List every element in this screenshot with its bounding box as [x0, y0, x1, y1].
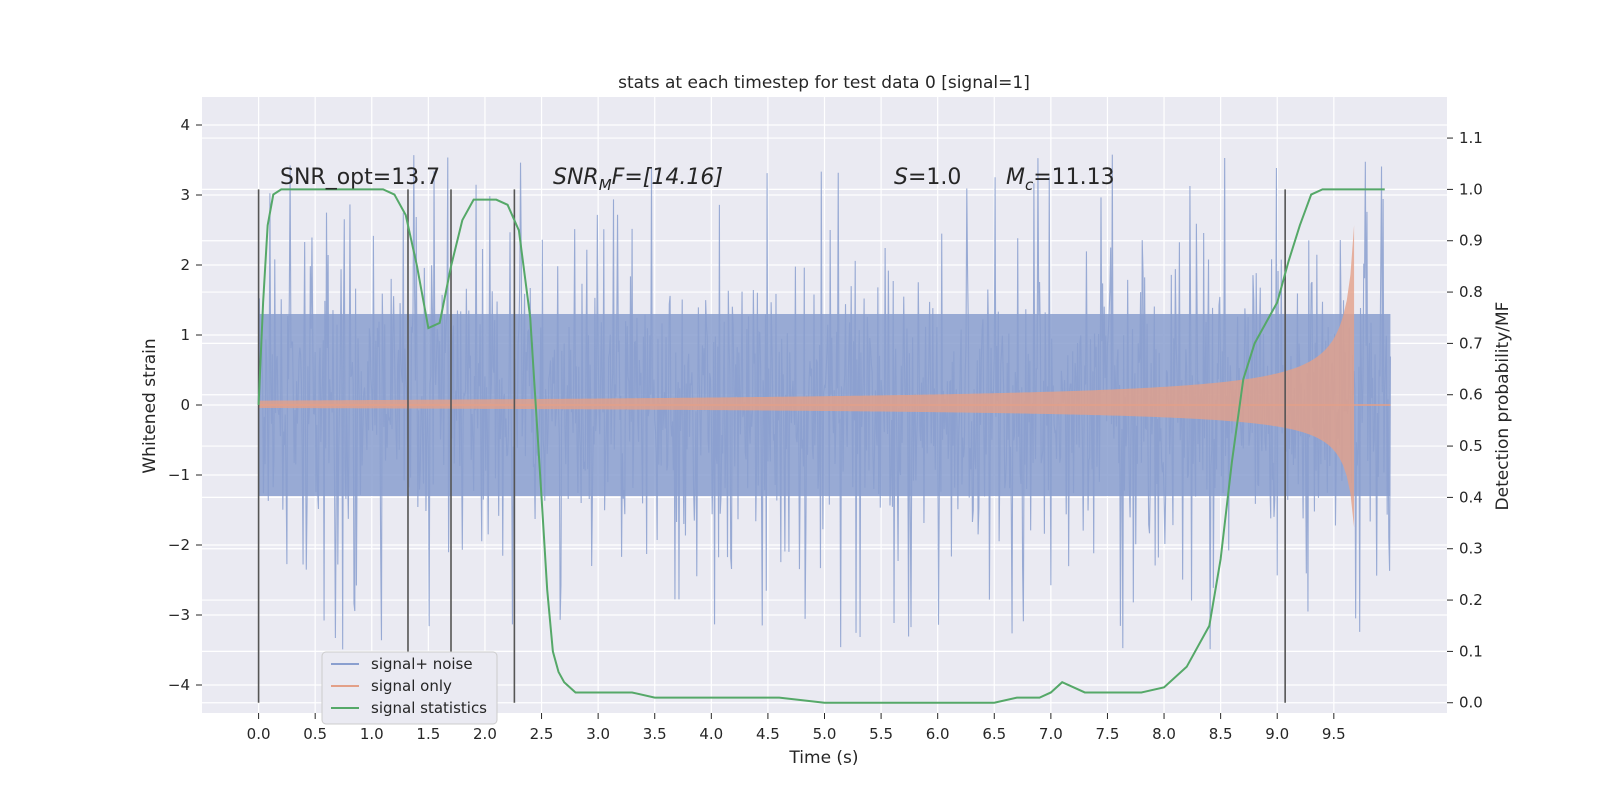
- annotation-s-rest: =1.0: [908, 165, 961, 190]
- annotations: SNR_opt=13.7 SNRMF=[14.16] S=1.0 Mc=11.1…: [280, 165, 1115, 194]
- legend: signal+ noise signal only signal statist…: [321, 651, 498, 725]
- annotation-mc-sub: c: [1025, 176, 1034, 194]
- y2-axis-label: Detection probability/MF: [1493, 302, 1513, 511]
- annotation-mc-rest: =11.13: [1033, 165, 1114, 190]
- y-tick-label: 1: [180, 326, 190, 344]
- x-tick-label: 7.5: [1096, 725, 1120, 743]
- annotation-mc: Mc=11.13: [1006, 165, 1115, 194]
- x-tick-label: 5.5: [869, 725, 893, 743]
- x-tick-label: 8.0: [1152, 725, 1176, 743]
- annotation-snr-mf-sub: M: [599, 176, 612, 194]
- y2-tick-label: 0.6: [1459, 386, 1483, 404]
- x-tick-label: 2.0: [473, 725, 497, 743]
- x-tick-label: 3.5: [643, 725, 667, 743]
- y2-tick-label: 0.8: [1459, 283, 1483, 301]
- x-tick-label: 4.5: [756, 725, 780, 743]
- y-tick-label: 0: [180, 396, 190, 414]
- legend-label-signal-only: signal only: [371, 677, 452, 695]
- x-tick-label: 9.0: [1265, 725, 1289, 743]
- y-tick-label: −3: [168, 606, 190, 624]
- y2-tick-label: 0.9: [1459, 232, 1483, 250]
- annotation-s: S=1.0: [894, 165, 961, 190]
- y2-tick-label: 0.0: [1459, 694, 1483, 712]
- y-tick-label: −4: [168, 676, 190, 694]
- y-tick-label: 3: [180, 186, 190, 204]
- chart-title: stats at each timestep for test data 0 […: [618, 73, 1030, 93]
- y2-tick-label: 0.2: [1459, 591, 1483, 609]
- y2-tick-label: 1.0: [1459, 180, 1483, 198]
- x-tick-label: 6.0: [926, 725, 950, 743]
- x-tick-label: 1.0: [360, 725, 384, 743]
- x-tick-label: 3.0: [586, 725, 610, 743]
- x-tick-label: 5.0: [813, 725, 837, 743]
- x-tick-label: 4.0: [699, 725, 723, 743]
- legend-label-signal-statistics: signal statistics: [371, 699, 487, 717]
- annotation-snr-opt: SNR_opt=13.7: [280, 165, 440, 190]
- y2-tick-label: 0.4: [1459, 488, 1483, 506]
- annotation-snr-mf: SNRMF=[14.16]: [553, 165, 723, 194]
- x-tick-label: 7.0: [1039, 725, 1063, 743]
- legend-box: [321, 651, 498, 725]
- signal-statistics-line: [257, 188, 1385, 704]
- y2-tick-label: 0.1: [1459, 642, 1483, 660]
- x-axis-label: Time (s): [788, 748, 858, 768]
- annotation-snr-mf-rest: F=[14.16]: [612, 165, 723, 190]
- y2-tick-label: 0.5: [1459, 437, 1483, 455]
- y-tick-label: 2: [180, 256, 190, 274]
- y-tick-label: −2: [168, 536, 190, 554]
- x-tick-label: 1.5: [416, 725, 440, 743]
- y-axis-label: Whitened strain: [140, 338, 160, 473]
- y2-tick-label: 0.7: [1459, 334, 1483, 352]
- x-tick-label: 0.0: [247, 725, 271, 743]
- plot-area: [202, 97, 1447, 713]
- y-tick-label: 4: [180, 116, 190, 134]
- y2-tick-label: 0.3: [1459, 540, 1483, 558]
- x-tick-label: 0.5: [303, 725, 327, 743]
- x-tick-label: 9.5: [1322, 725, 1346, 743]
- y-tick-label: −1: [168, 466, 190, 484]
- y2-tick-label: 1.1: [1459, 129, 1483, 147]
- legend-label-signal-noise: signal+ noise: [371, 655, 473, 673]
- x-tick-label: 2.5: [530, 725, 554, 743]
- annotation-mc-main: M: [1006, 165, 1025, 190]
- x-tick-label: 8.5: [1209, 725, 1233, 743]
- x-tick-label: 6.5: [982, 725, 1006, 743]
- annotation-s-main: S: [894, 165, 908, 190]
- annotation-snr-mf-main: SNR: [553, 165, 599, 190]
